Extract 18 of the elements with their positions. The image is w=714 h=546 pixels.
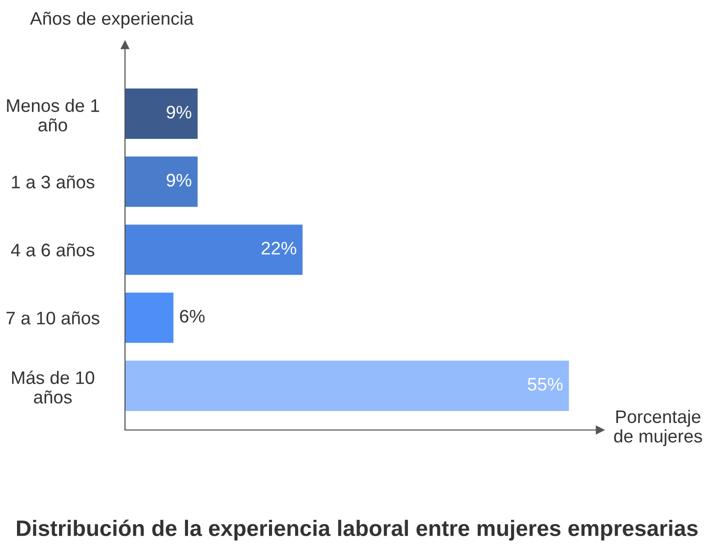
bar bbox=[125, 360, 569, 411]
data-label: 55% bbox=[528, 378, 563, 391]
y-tick-label: 1 a 3 años bbox=[12, 175, 94, 188]
data-label: 22% bbox=[262, 242, 296, 255]
y-tick-label: 7 a 10 años bbox=[6, 311, 100, 324]
y-tick-label: 4 a 6 años bbox=[11, 243, 94, 256]
data-label: 6% bbox=[180, 310, 205, 323]
bar bbox=[125, 88, 198, 139]
bar bbox=[125, 292, 174, 343]
bar bbox=[125, 156, 198, 207]
x-axis-title: Porcentaje de mujeres bbox=[614, 410, 702, 446]
data-label: 9% bbox=[166, 174, 192, 187]
bar bbox=[125, 224, 303, 275]
text: Distribución de la experiencia laboral entre mujeres empresarias bbox=[17, 520, 698, 541]
y-axis-title: Años de experiencia bbox=[30, 12, 194, 28]
data-label: 9% bbox=[166, 106, 192, 119]
y-tick-label: Menos de 1 año bbox=[7, 98, 100, 132]
y-tick-label: Más de 10 años bbox=[12, 370, 94, 404]
